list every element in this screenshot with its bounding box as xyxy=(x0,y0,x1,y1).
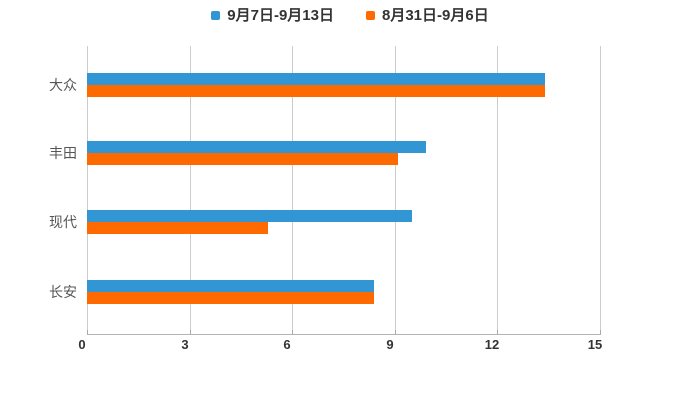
x-axis-tick xyxy=(395,330,396,334)
bar-现代-9月7日-9月13日[interactable] xyxy=(87,210,412,222)
legend-label: 9月7日-9月13日 xyxy=(227,6,334,24)
legend-item-week-current[interactable]: 9月7日-9月13日 xyxy=(211,8,334,23)
x-axis-tick-label: 3 xyxy=(181,337,189,352)
category-label-长安: 长安 xyxy=(49,284,77,300)
x-axis-tick xyxy=(600,330,601,334)
chart-legend: 9月7日-9月13日 8月31日-9月6日 xyxy=(0,4,700,26)
x-axis-tick-label: 15 xyxy=(587,337,603,352)
x-axis-line xyxy=(87,334,601,335)
bar-现代-8月31日-9月6日[interactable] xyxy=(87,222,268,234)
bar-大众-9月7日-9月13日[interactable] xyxy=(87,73,545,85)
x-axis-tick xyxy=(190,330,191,334)
bar-丰田-8月31日-9月6日[interactable] xyxy=(87,153,398,165)
category-label-丰田: 丰田 xyxy=(49,145,77,161)
x-axis-tick-label: 9 xyxy=(386,337,394,352)
gridline xyxy=(190,46,191,334)
x-axis-tick-label: 12 xyxy=(484,337,500,352)
category-label-大众: 大众 xyxy=(49,77,77,93)
x-axis-tick xyxy=(497,330,498,334)
x-axis-tick-label: 6 xyxy=(283,337,291,352)
gridline xyxy=(292,46,293,334)
bar-长安-9月7日-9月13日[interactable] xyxy=(87,280,374,292)
bar-长安-8月31日-9月6日[interactable] xyxy=(87,292,374,304)
x-axis-tick xyxy=(292,330,293,334)
category-label-现代: 现代 xyxy=(49,214,77,230)
legend-marker-orange-icon xyxy=(366,10,375,20)
gridline xyxy=(395,46,396,334)
bar-丰田-9月7日-9月13日[interactable] xyxy=(87,141,426,153)
legend-label: 8月31日-9月6日 xyxy=(382,6,489,24)
bar-大众-8月31日-9月6日[interactable] xyxy=(87,85,545,97)
x-axis-tick xyxy=(87,330,88,334)
legend-item-week-previous[interactable]: 8月31日-9月6日 xyxy=(366,8,489,23)
gridline xyxy=(497,46,498,334)
x-axis-tick-label: 0 xyxy=(78,337,86,352)
gridline xyxy=(600,46,601,334)
y-axis-line xyxy=(87,46,88,334)
legend-marker-blue-icon xyxy=(211,10,221,20)
